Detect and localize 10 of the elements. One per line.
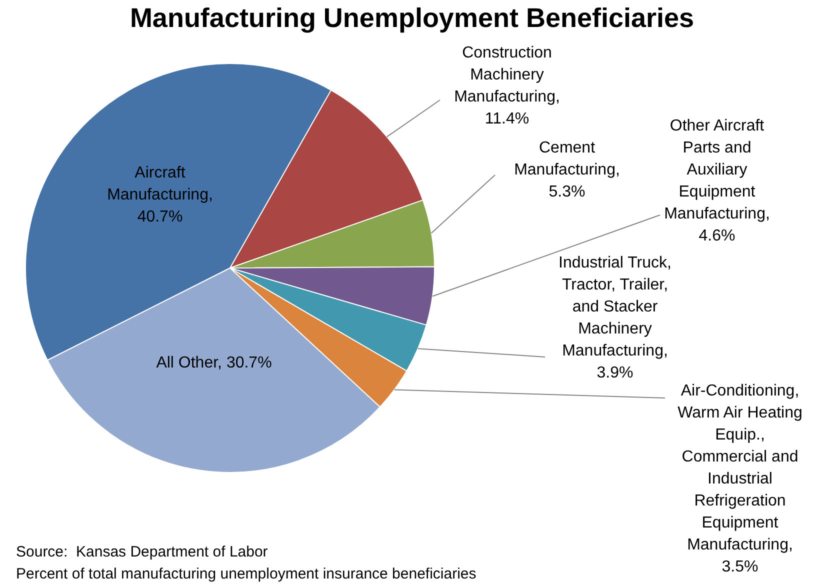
- slice-label: All Other, 30.7%: [156, 354, 272, 372]
- text: Percent of total manufacturing unemployment insurance beneficiaries: [16, 566, 476, 583]
- category-label: Air-Conditioning, Warm Air Heating Equip., Commercial and Industrial Refrigeration Equipment Manufacturing, 3.5%: [678, 382, 802, 576]
- source-note: Source: Kansas Department of Labor: [16, 544, 268, 561]
- chart-title: Manufacturing Unemployment Beneficiaries: [130, 2, 694, 33]
- slice-label: Aircraft Manufacturing, 40.7%: [107, 164, 213, 226]
- slice-label: Construction Machinery Manufacturing, 11.4%: [454, 44, 560, 128]
- slice-label: Cement Manufacturing, 5.3%: [514, 139, 620, 200]
- slice-label: Industrial Truck, Tractor, Trailer, and Stacker Machinery Manufacturing, 3.9%: [558, 254, 672, 382]
- slice-label: Other Aircraft Parts and Auxiliary Equipment Manufacturing, 4.6%: [664, 117, 770, 244]
